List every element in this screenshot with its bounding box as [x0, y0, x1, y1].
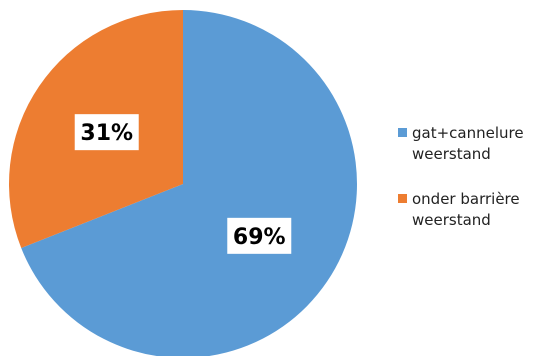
- data-label-text: 31%: [80, 121, 133, 146]
- legend-label: gat+cannelure weerstand: [412, 124, 524, 163]
- legend: gat+cannelure weerstand onder barrière weer…: [398, 124, 524, 229]
- data-label-1: 31%: [74, 114, 139, 151]
- pie-slices: [8, 10, 357, 356]
- pie-data-labels: 69% 31%: [74, 114, 292, 254]
- legend-item-1: onder barrière weerstand: [398, 190, 520, 229]
- data-label-text: 69%: [233, 225, 286, 250]
- data-label-box: [74, 114, 139, 151]
- pie-slice-0: [21, 10, 357, 356]
- legend-item-0: gat+cannelure weerstand: [398, 124, 524, 163]
- legend-swatch: [398, 194, 407, 203]
- data-label-box: [227, 217, 292, 254]
- data-label-0: 69%: [227, 217, 292, 254]
- legend-swatch: [398, 128, 407, 137]
- legend-label: onder barrière weerstand: [412, 190, 520, 229]
